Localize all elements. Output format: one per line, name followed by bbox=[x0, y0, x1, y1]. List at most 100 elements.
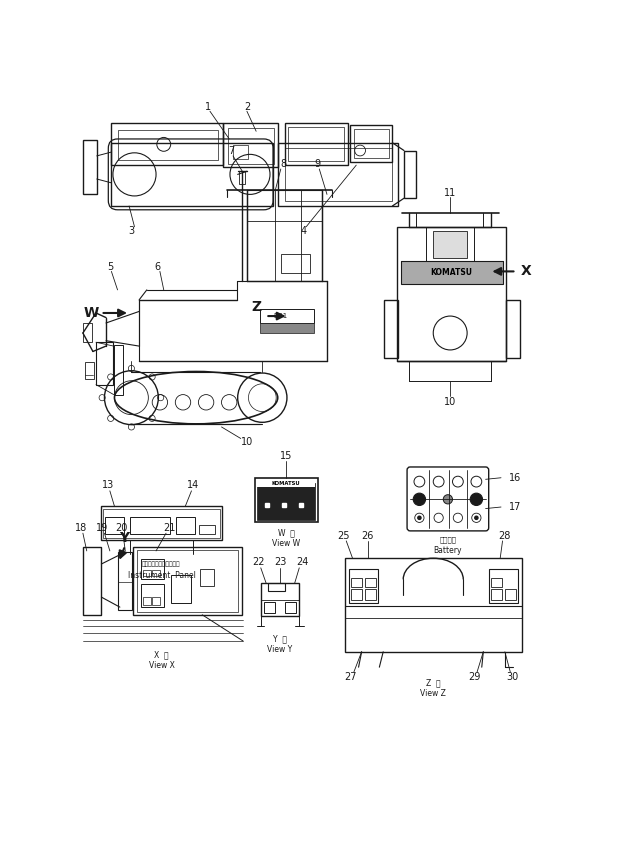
Bar bbox=[350, 125, 392, 162]
Text: 16: 16 bbox=[508, 473, 521, 483]
Bar bbox=[348, 569, 378, 603]
Bar bbox=[133, 547, 242, 615]
Text: 30: 30 bbox=[507, 672, 519, 683]
Text: 21: 21 bbox=[163, 523, 175, 533]
Text: Z: Z bbox=[251, 300, 261, 314]
Text: 23: 23 bbox=[274, 558, 286, 568]
Bar bbox=[152, 597, 160, 605]
Text: 3: 3 bbox=[128, 226, 135, 236]
Bar bbox=[130, 517, 170, 534]
Bar bbox=[285, 122, 348, 165]
Text: 26: 26 bbox=[361, 530, 374, 541]
Bar bbox=[404, 150, 415, 198]
Bar bbox=[83, 547, 102, 615]
Bar bbox=[143, 570, 151, 576]
Text: 18: 18 bbox=[75, 523, 87, 533]
Bar bbox=[257, 480, 316, 487]
Bar bbox=[384, 300, 398, 358]
Circle shape bbox=[443, 495, 453, 504]
Bar bbox=[285, 148, 392, 201]
Text: 29: 29 bbox=[468, 672, 481, 683]
Text: 7: 7 bbox=[228, 146, 234, 156]
Text: 11: 11 bbox=[444, 188, 456, 198]
Text: W: W bbox=[84, 306, 99, 320]
Text: 10: 10 bbox=[241, 438, 253, 447]
Bar bbox=[143, 597, 151, 605]
Text: W  視: W 視 bbox=[278, 529, 294, 538]
Text: インストルメントパネル: インストルメントパネル bbox=[142, 561, 180, 567]
Bar bbox=[112, 122, 223, 165]
Bar bbox=[141, 584, 164, 607]
Bar bbox=[137, 550, 239, 612]
Text: 1: 1 bbox=[205, 102, 211, 112]
Bar bbox=[233, 145, 249, 159]
Text: バッテリ: バッテリ bbox=[440, 536, 456, 542]
Bar bbox=[345, 558, 522, 652]
Bar bbox=[278, 143, 398, 206]
Bar bbox=[365, 589, 376, 600]
Bar bbox=[354, 129, 389, 158]
Text: 6: 6 bbox=[154, 262, 161, 272]
Bar bbox=[264, 602, 275, 613]
Text: View W: View W bbox=[272, 540, 300, 548]
Text: 25: 25 bbox=[337, 530, 350, 541]
Text: 20: 20 bbox=[115, 523, 128, 533]
Text: 15: 15 bbox=[280, 451, 293, 462]
Text: 17: 17 bbox=[508, 502, 521, 512]
Bar bbox=[118, 552, 132, 610]
Bar bbox=[489, 569, 518, 603]
Bar bbox=[96, 343, 113, 384]
Text: 27: 27 bbox=[345, 672, 357, 683]
Text: Instrument  Panel: Instrument Panel bbox=[128, 571, 195, 580]
Circle shape bbox=[413, 493, 425, 506]
Bar bbox=[228, 128, 274, 163]
Bar bbox=[281, 253, 310, 273]
Bar bbox=[505, 589, 516, 600]
Bar bbox=[199, 524, 215, 534]
Bar bbox=[141, 559, 164, 580]
Bar bbox=[172, 575, 192, 603]
Bar bbox=[105, 517, 124, 534]
Bar bbox=[433, 230, 467, 258]
Bar bbox=[260, 323, 314, 333]
Text: 4: 4 bbox=[301, 226, 307, 236]
Bar bbox=[261, 583, 299, 615]
Circle shape bbox=[417, 515, 422, 520]
Bar bbox=[113, 344, 123, 394]
Bar bbox=[112, 143, 273, 206]
Text: KOMATSU: KOMATSU bbox=[431, 269, 472, 277]
Text: 24: 24 bbox=[296, 558, 309, 568]
Text: 19: 19 bbox=[96, 523, 108, 533]
Circle shape bbox=[474, 515, 479, 520]
Text: D31: D31 bbox=[273, 313, 288, 319]
Text: Battery: Battery bbox=[433, 546, 462, 555]
Text: KOMATSU: KOMATSU bbox=[272, 480, 301, 485]
Bar bbox=[365, 578, 376, 587]
Bar bbox=[247, 190, 322, 280]
Bar bbox=[507, 300, 520, 358]
Text: 5: 5 bbox=[107, 262, 113, 272]
Bar bbox=[176, 517, 195, 534]
Bar bbox=[103, 508, 220, 538]
Text: Z  視: Z 視 bbox=[426, 678, 441, 687]
Bar bbox=[255, 478, 317, 523]
Bar bbox=[152, 570, 160, 576]
Text: 8: 8 bbox=[280, 159, 286, 168]
Bar bbox=[401, 262, 503, 285]
Bar bbox=[83, 140, 97, 195]
Circle shape bbox=[470, 493, 482, 506]
Bar bbox=[239, 171, 246, 184]
Text: View X: View X bbox=[149, 661, 174, 670]
Text: 2: 2 bbox=[244, 102, 250, 112]
Bar bbox=[100, 507, 222, 540]
Text: Y: Y bbox=[120, 530, 130, 545]
Bar bbox=[491, 589, 502, 600]
Text: 9: 9 bbox=[315, 159, 321, 168]
Bar bbox=[397, 227, 507, 361]
Bar bbox=[491, 578, 502, 587]
Text: 28: 28 bbox=[498, 530, 511, 541]
Bar bbox=[351, 578, 361, 587]
Bar bbox=[285, 602, 296, 613]
Bar bbox=[288, 128, 344, 162]
Bar bbox=[200, 569, 214, 586]
